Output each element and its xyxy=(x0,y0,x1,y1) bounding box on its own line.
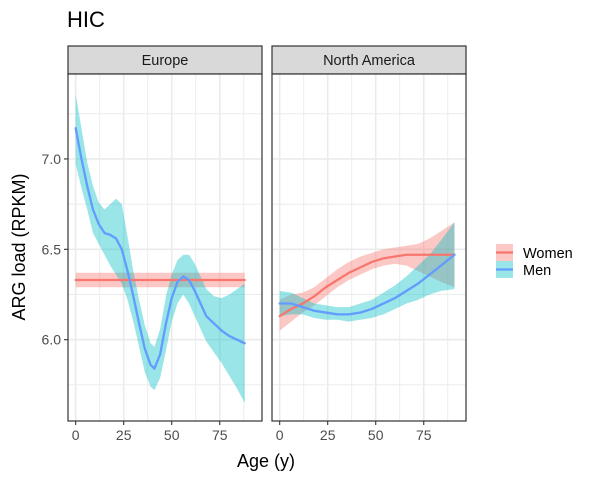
series-line-women-north-america xyxy=(278,253,456,318)
x-tick-label: 25 xyxy=(320,427,336,443)
y-tick-label: 6.5 xyxy=(42,241,62,257)
facet-strip-label-north-america: North America xyxy=(323,53,416,69)
legend-label: Men xyxy=(523,263,551,279)
x-tick-label: 75 xyxy=(212,427,228,443)
y-tick-label: 7.0 xyxy=(42,151,62,167)
plot-area-north-america xyxy=(271,73,467,422)
legend-item-women: Women xyxy=(496,244,573,262)
legend-label: Women xyxy=(523,246,573,262)
gridlines-north-america xyxy=(272,74,466,421)
ci-band-men-north-america xyxy=(279,222,455,322)
gridlines-europe xyxy=(68,74,262,421)
plot-area-europe xyxy=(67,73,263,422)
y-tick-label: 6.0 xyxy=(42,332,62,348)
lines-north-america xyxy=(278,253,456,318)
x-tick-label: 50 xyxy=(368,427,384,443)
chart-title: HIC xyxy=(67,7,105,32)
series-line-men-north-america xyxy=(278,253,456,316)
x-axis-europe: 0 25 50 75 xyxy=(72,421,228,443)
ci-band-women-north-america xyxy=(279,222,455,331)
plot-background-europe xyxy=(68,74,262,421)
x-axis-north-america: 0 25 50 75 xyxy=(276,421,432,443)
y-axis-title: ARG load (RPKM) xyxy=(9,173,29,320)
x-tick-label: 50 xyxy=(164,427,180,443)
legend-item-men: Men xyxy=(496,261,551,279)
facet-panel-north-america: North America xyxy=(271,45,467,422)
ci-bands-north-america xyxy=(279,222,455,331)
facet-strip-north-america xyxy=(271,45,467,75)
plot-background-north-america xyxy=(272,74,466,421)
facet-panel-europe: Europe xyxy=(67,45,263,422)
x-tick-label: 75 xyxy=(416,427,432,443)
x-axis-title: Age (y) xyxy=(237,451,295,471)
x-tick-label: 25 xyxy=(116,427,132,443)
facet-strip-label-europe: Europe xyxy=(142,53,189,69)
panel-border-north-america xyxy=(271,73,467,422)
x-tick-label: 0 xyxy=(72,427,80,443)
panel-border-europe xyxy=(67,73,263,422)
facet-strip-europe xyxy=(67,45,263,75)
y-axis: 6.0 6.5 7.0 xyxy=(42,151,68,348)
ci-band-men-europe xyxy=(75,93,245,403)
x-tick-label: 0 xyxy=(276,427,284,443)
lines-europe xyxy=(74,127,246,370)
series-line-men-europe xyxy=(74,127,246,370)
